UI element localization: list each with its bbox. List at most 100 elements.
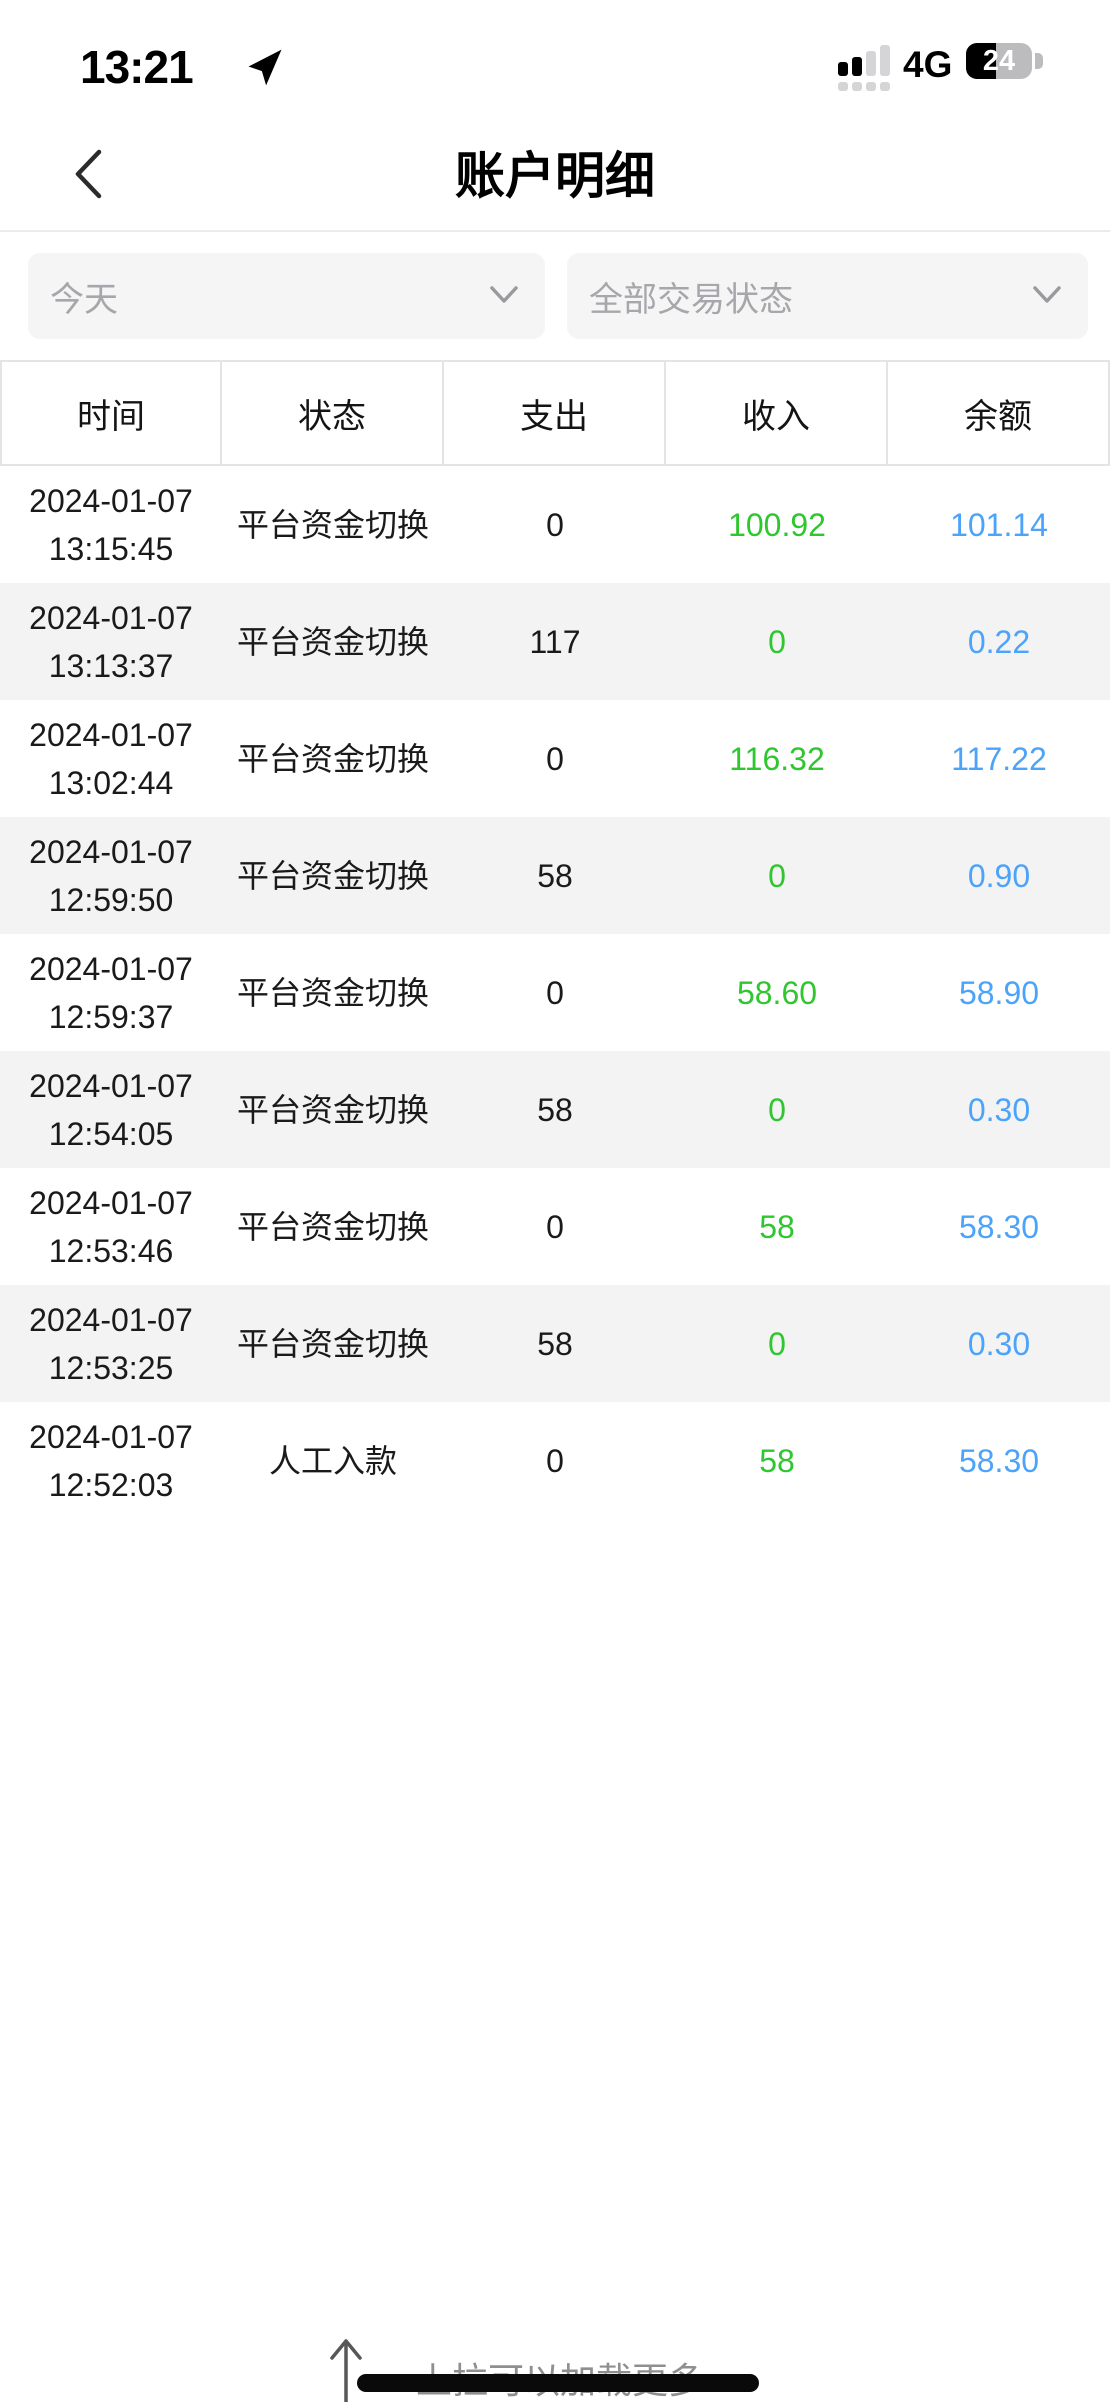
cell-income: 0 (768, 1325, 786, 1362)
tx-date: 2024-01-07 (29, 1184, 193, 1221)
cell-status: 平台资金切换 (236, 1208, 429, 1245)
cell-time: 2024-01-07 13:15:45 (0, 466, 222, 583)
tx-date: 2024-01-07 (29, 1067, 193, 1104)
status-filter-select[interactable]: 全部交易状态 (567, 253, 1088, 339)
header-cell-balance: 余额 (888, 360, 1110, 466)
cell-income: 116.32 (729, 740, 825, 777)
transactions-table: 时间 状态 支出 收入 余额 2024-01-07 13:15:45 平台资金切… (0, 360, 1110, 1519)
back-button[interactable] (58, 146, 118, 206)
cell-expense: 0 (546, 1208, 564, 1245)
cell-expense: 0 (546, 1442, 564, 1479)
tx-time: 12:59:50 (48, 881, 174, 918)
cellular-signal-icon (838, 40, 894, 101)
cell-income: 100.92 (728, 506, 826, 543)
table-row: 2024-01-07 12:53:25 平台资金切换 58 0 0.30 (0, 1285, 1110, 1402)
cell-status: 平台资金切换 (236, 623, 429, 660)
page-title: 账户明细 (455, 148, 655, 204)
date-filter-select[interactable]: 今天 (28, 253, 545, 339)
cell-income: 58.60 (736, 974, 818, 1011)
header-cell-status: 状态 (222, 360, 444, 466)
tx-date: 2024-01-07 (29, 833, 193, 870)
cell-balance: 0.30 (967, 1325, 1031, 1362)
cell-time: 2024-01-07 13:02:44 (0, 700, 222, 817)
tx-time: 12:53:25 (48, 1349, 174, 1386)
table-row: 2024-01-07 12:59:50 平台资金切换 58 0 0.90 (0, 817, 1110, 934)
cell-expense: 58 (537, 857, 573, 894)
table-row: 2024-01-07 12:59:37 平台资金切换 0 58.60 58.90 (0, 934, 1110, 1051)
battery-nub (1035, 53, 1043, 69)
cell-balance: 101.14 (950, 506, 1048, 543)
table-row: 2024-01-07 13:02:44 平台资金切换 0 116.32 117.… (0, 700, 1110, 817)
battery-fill (966, 43, 996, 79)
cell-balance: 58.30 (958, 1208, 1040, 1245)
tx-date: 2024-01-07 (29, 482, 193, 519)
cell-income: 58 (759, 1208, 795, 1245)
cell-balance: 0.90 (967, 857, 1031, 894)
cell-status: 平台资金切换 (236, 857, 429, 894)
cell-time: 2024-01-07 12:59:37 (0, 934, 222, 1051)
chevron-left-icon (71, 148, 105, 205)
table-row: 2024-01-07 12:53:46 平台资金切换 0 58 58.30 (0, 1168, 1110, 1285)
cell-income: 0 (768, 857, 786, 894)
cell-expense: 117 (529, 623, 581, 660)
tx-time: 13:02:44 (48, 764, 174, 801)
header-cell-income: 收入 (666, 360, 888, 466)
cell-status: 平台资金切换 (236, 1325, 429, 1362)
tx-time: 12:54:05 (48, 1115, 174, 1152)
tx-time: 13:13:37 (48, 647, 174, 684)
cell-balance: 0.22 (967, 623, 1031, 660)
tx-date: 2024-01-07 (29, 950, 193, 987)
cell-expense: 58 (537, 1091, 573, 1128)
status-bar: 13:21 4G 24 (0, 0, 1110, 110)
tx-date: 2024-01-07 (29, 599, 193, 636)
table-row: 2024-01-07 13:15:45 平台资金切换 0 100.92 101.… (0, 466, 1110, 583)
header-cell-time: 时间 (0, 360, 222, 466)
filter-bar: 今天 全部交易状态 (0, 253, 1110, 339)
tx-time: 13:15:45 (48, 530, 174, 567)
cell-balance: 58.30 (958, 1442, 1040, 1479)
cell-balance: 58.90 (958, 974, 1040, 1011)
chevron-down-icon (1030, 282, 1064, 313)
cell-income: 0 (768, 1091, 786, 1128)
cell-income: 0 (768, 623, 786, 660)
table-row: 2024-01-07 12:54:05 平台资金切换 58 0 0.30 (0, 1051, 1110, 1168)
battery-icon: 24 (966, 43, 1032, 79)
table-header: 时间 状态 支出 收入 余额 (0, 360, 1110, 466)
table-row: 2024-01-07 12:52:03 人工入款 0 58 58.30 (0, 1402, 1110, 1519)
cell-income: 58 (759, 1442, 795, 1479)
cell-expense: 0 (546, 740, 564, 777)
cell-time: 2024-01-07 12:53:25 (0, 1285, 222, 1402)
cell-status: 平台资金切换 (236, 1091, 429, 1128)
battery-percent: 24 (982, 44, 1016, 77)
tx-date: 2024-01-07 (29, 1301, 193, 1338)
cell-time: 2024-01-07 13:13:37 (0, 583, 222, 700)
location-arrow-icon (243, 46, 287, 95)
cell-expense: 58 (537, 1325, 573, 1362)
tx-time: 12:52:03 (48, 1466, 174, 1503)
clock-text: 13:21 (80, 41, 194, 93)
header-divider (0, 230, 1110, 232)
chevron-down-icon (487, 282, 521, 313)
cell-time: 2024-01-07 12:53:46 (0, 1168, 222, 1285)
cell-expense: 0 (546, 974, 564, 1011)
cell-status: 平台资金切换 (236, 740, 429, 777)
cell-balance: 117.22 (951, 740, 1047, 777)
up-arrow-icon (326, 2336, 366, 2407)
tx-time: 12:59:37 (48, 998, 174, 1035)
tx-date: 2024-01-07 (29, 1418, 193, 1455)
home-indicator[interactable] (357, 2374, 759, 2392)
cell-time: 2024-01-07 12:54:05 (0, 1051, 222, 1168)
cell-balance: 0.30 (967, 1091, 1031, 1128)
cell-status: 平台资金切换 (236, 974, 429, 1011)
cell-time: 2024-01-07 12:52:03 (0, 1402, 222, 1519)
nav-bar: 账户明细 (0, 110, 1110, 231)
cell-status: 人工入款 (268, 1442, 397, 1479)
status-filter-value: 全部交易状态 (589, 280, 793, 319)
header-cell-expense: 支出 (444, 360, 666, 466)
cell-status: 平台资金切换 (236, 506, 429, 543)
cell-time: 2024-01-07 12:59:50 (0, 817, 222, 934)
date-filter-value: 今天 (50, 280, 118, 319)
cell-expense: 0 (546, 506, 564, 543)
table-row: 2024-01-07 13:13:37 平台资金切换 117 0 0.22 (0, 583, 1110, 700)
